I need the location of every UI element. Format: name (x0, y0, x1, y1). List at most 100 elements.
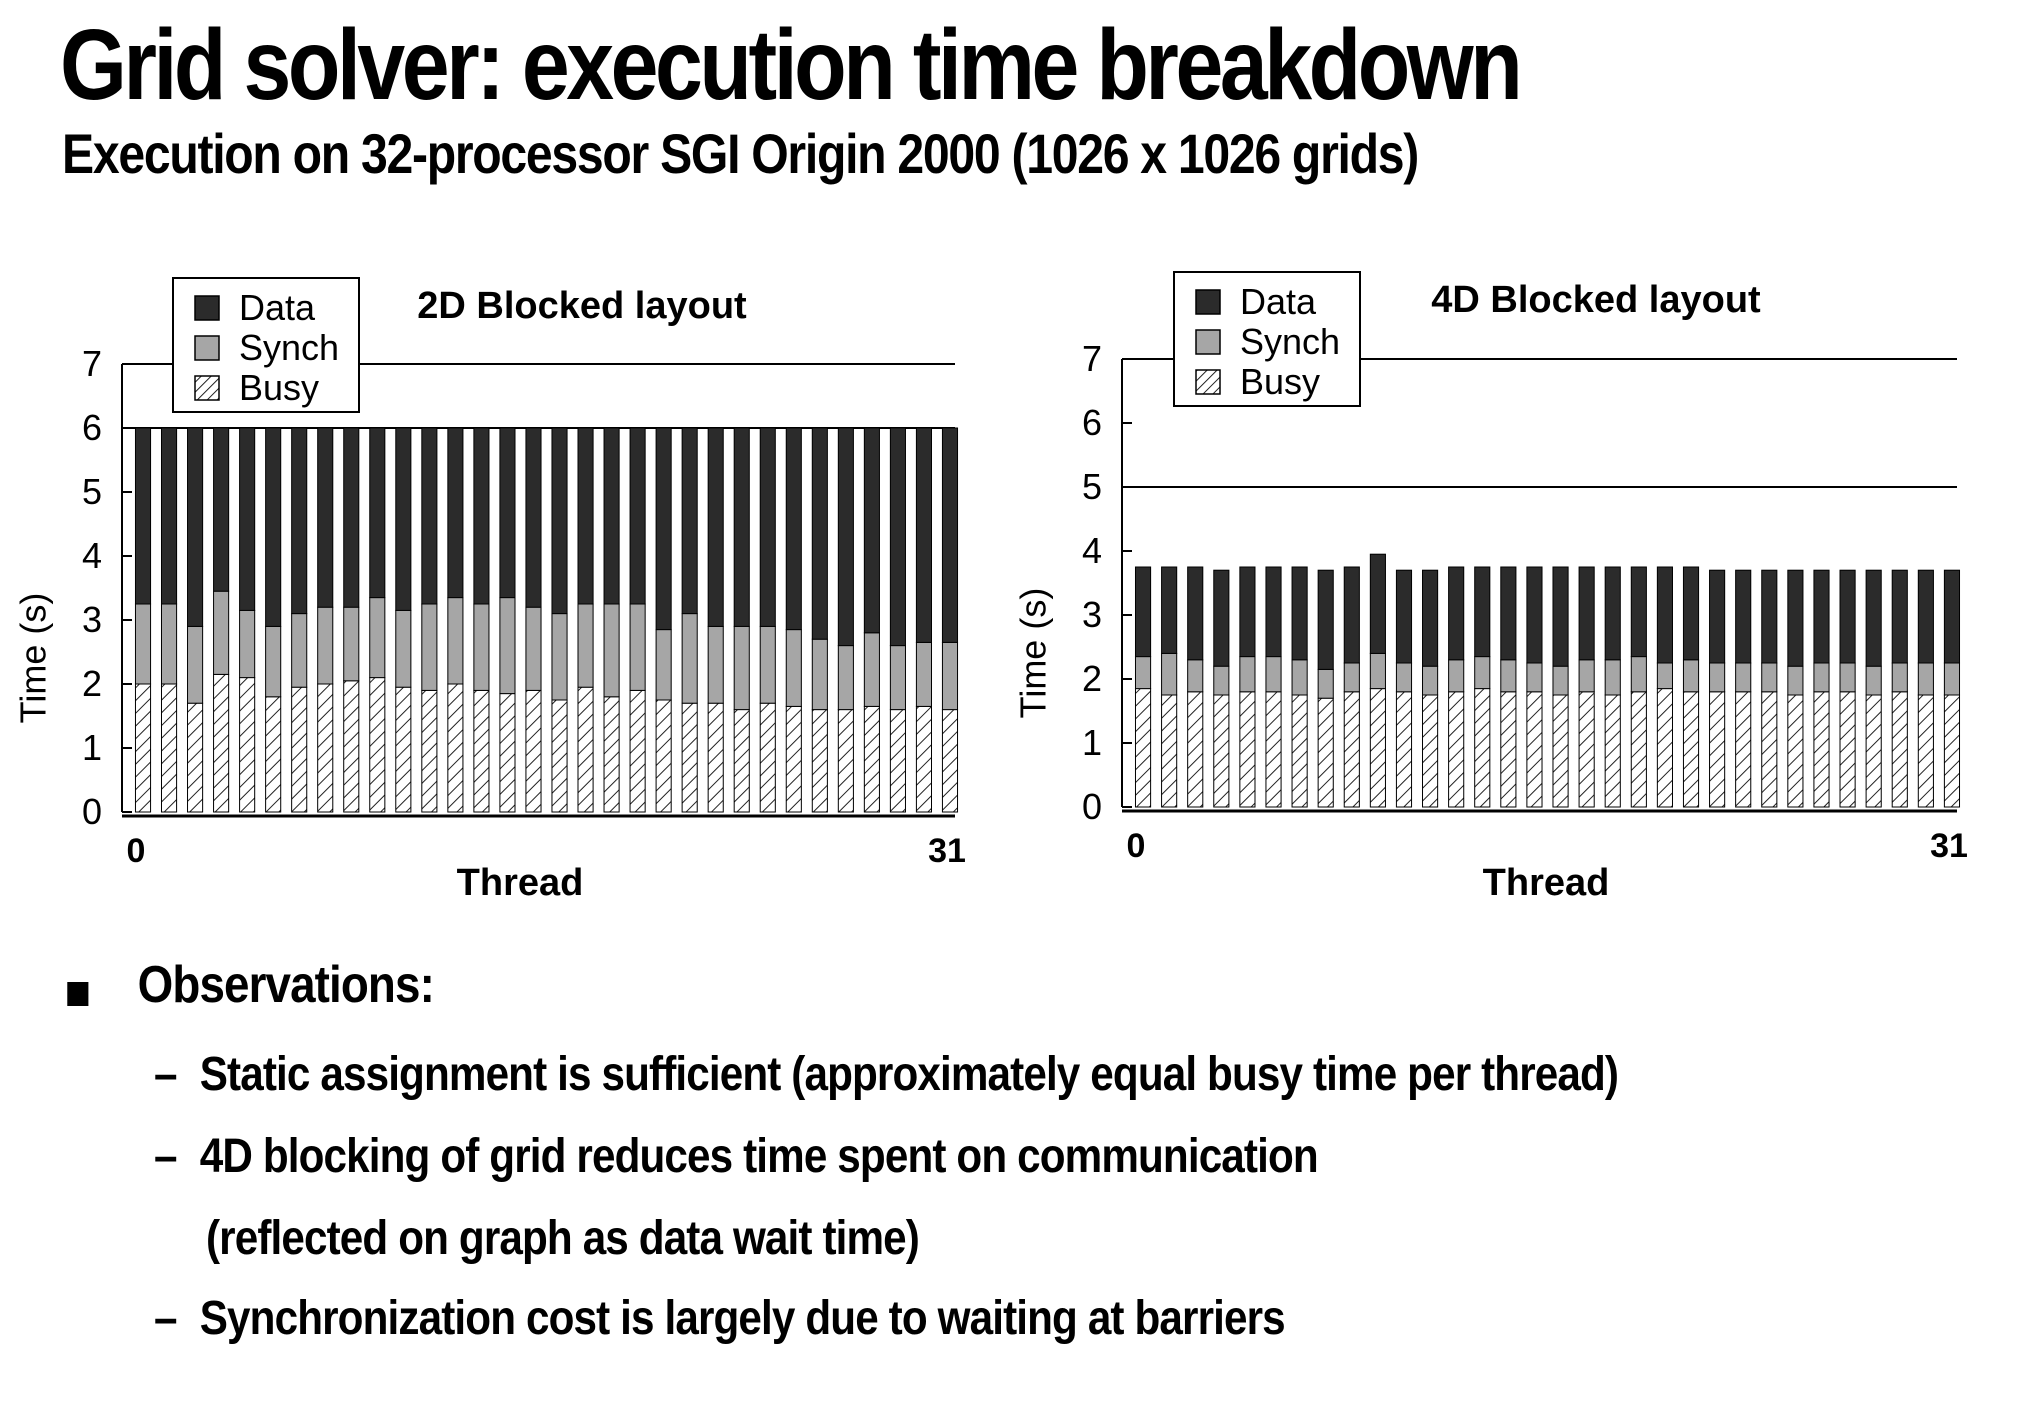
bar-segment-synch (265, 625, 282, 698)
bar-segment-data (1187, 566, 1204, 661)
bar-segment-synch (239, 609, 256, 679)
bar-segment-synch (889, 645, 906, 711)
y-tick-label: 2 (1082, 658, 1102, 699)
bar-segment-data (1630, 566, 1647, 658)
dash-bullet: – (154, 1048, 177, 1101)
bar-segment-busy (551, 699, 568, 813)
bar-segment-busy (863, 705, 880, 813)
bar-segment-synch (1917, 662, 1934, 696)
bar-segment-data (1161, 566, 1178, 654)
bar-segment-busy (733, 709, 750, 813)
bar-segment-data (1604, 566, 1621, 661)
x-axis-label: Thread (1483, 862, 1610, 904)
observation-item: – Static assignment is sufficient (approx… (154, 1048, 1619, 1101)
bar-segment-busy (1943, 694, 1961, 808)
legend-swatch-synch (194, 335, 220, 361)
bar-segment-busy (1552, 694, 1569, 808)
bar-segment-busy (187, 702, 204, 813)
bar-segment-data (343, 427, 360, 608)
bar-segment-busy (395, 686, 412, 813)
bar-segment-synch (733, 625, 750, 711)
y-tick-label: 7 (1082, 338, 1102, 379)
bar-segment-data (1917, 569, 1934, 664)
bar-segment-busy (1787, 694, 1804, 808)
dash-bullet: – (154, 1292, 177, 1345)
y-tick-label: 7 (82, 343, 102, 384)
bar-segment-synch (707, 625, 724, 704)
y-tick-label: 3 (82, 599, 102, 640)
bar-segment-data (1735, 569, 1752, 664)
bar-segment-synch (473, 603, 490, 691)
bar-segment-synch (1865, 665, 1882, 696)
bar-segment-synch (317, 606, 334, 685)
observation-item-continuation: (reflected on graph as data wait time) (206, 1212, 920, 1265)
bar-segment-data (213, 427, 230, 592)
bar-segment-data (1134, 566, 1152, 658)
bar-segment-data (811, 427, 828, 640)
chart-4d-blocked: 0 1 2 3 4 5 6 7 0 31 Thread Time (s) 4D Blocked layo… (1013, 271, 1968, 904)
bar-segment-busy (655, 699, 672, 813)
bar-segment-synch (1187, 659, 1204, 693)
bar-segment-busy (160, 683, 178, 813)
y-tick-label: 1 (1082, 722, 1102, 763)
bar-segment-data (1213, 569, 1230, 667)
bar-segment-data (915, 427, 933, 643)
bar-segment-synch (1265, 656, 1282, 693)
bar-segment-busy (1839, 691, 1856, 808)
bar-segment-data (265, 427, 282, 627)
bar-segment-busy (603, 696, 620, 813)
bar-segment-synch (1552, 665, 1569, 696)
legend-swatch-data (1195, 289, 1221, 315)
bar-segment-synch (1213, 665, 1230, 696)
legend-swatch-busy (1195, 369, 1221, 395)
chart-2d-blocked: 0 1 2 3 4 5 6 7 0 31 Thread Time (s) 2D Blocked layo… (13, 277, 966, 904)
bar-segment-data (603, 427, 620, 605)
observation-item: –4D blocking of grid reduces time spent … (154, 1130, 1319, 1183)
bar-segment-synch (1291, 659, 1308, 696)
bar-segment-busy (317, 683, 334, 813)
bar-segment-synch (655, 629, 672, 701)
bar-segment-data (941, 427, 959, 643)
bar-segment-busy (1891, 691, 1908, 808)
x-tick-label: 31 (928, 832, 966, 870)
legend-swatch-synch (1195, 329, 1221, 355)
bar-segment-synch (811, 638, 828, 711)
legend-swatch-data (194, 295, 220, 321)
y-tick-label: 5 (82, 471, 102, 512)
bar-segment-synch (1317, 668, 1334, 699)
bar-segment-busy (1526, 691, 1543, 808)
bar-segment-synch (1943, 662, 1961, 696)
bar-segment-busy (213, 673, 230, 813)
bar-segment-busy (1291, 694, 1308, 808)
bar-segment-busy (889, 709, 906, 813)
y-tick-label: 2 (82, 663, 102, 704)
y-tick-label: 3 (1082, 594, 1102, 635)
bar-segment-synch (681, 613, 698, 704)
bar-segment-data (421, 427, 438, 605)
bar-segment-busy (759, 702, 776, 813)
bar-segment-synch (837, 645, 854, 711)
bar-segment-busy (1917, 694, 1934, 808)
bar-segment-data (1656, 566, 1673, 664)
bar-segment-synch (1134, 656, 1152, 690)
bar-segment-synch (551, 613, 568, 701)
bar-segment-synch (1526, 662, 1543, 693)
bar-segment-data (889, 427, 906, 647)
bar-segment-busy (1265, 691, 1282, 808)
bar-segment-synch (1395, 662, 1413, 693)
bar-segment-busy (1656, 688, 1673, 808)
x-tick-label: 0 (127, 832, 146, 870)
bar-segment-busy (1187, 691, 1204, 808)
bar-segment-synch (759, 625, 776, 704)
bar-segment-data (291, 427, 308, 615)
bar-segment-busy (915, 705, 933, 813)
bar-segment-busy (1343, 691, 1360, 808)
bar-segment-synch (1761, 662, 1778, 693)
bar-segment-synch (1604, 659, 1621, 696)
bar-segment-busy (1213, 694, 1230, 808)
y-tick-label: 6 (1082, 402, 1102, 443)
bar-segment-synch (1500, 659, 1517, 693)
dash-bullet: – (154, 1130, 177, 1183)
bar-segment-synch (1709, 662, 1726, 693)
bar-segment-busy (629, 689, 646, 813)
